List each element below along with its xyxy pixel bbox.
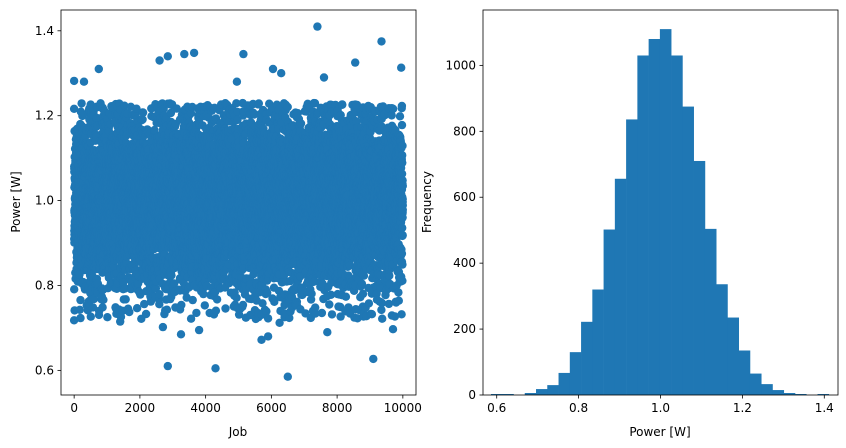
scatter-point [167,271,176,280]
scatter-point [141,309,151,319]
scatter-point [120,101,129,110]
scatter-point [69,104,79,114]
scatter-point [138,108,148,117]
scatter-point [177,300,186,310]
scatter-point [188,295,197,305]
scatter-points [69,22,407,381]
scatter-point [132,304,142,313]
scatter-point [211,306,221,315]
scatter-point [121,295,130,304]
scatter-point [192,308,201,318]
scatter-point [98,303,107,312]
scatter-point [155,300,164,309]
scatter-point [86,312,96,321]
scatter-point [212,295,222,304]
scatter-point [76,313,85,323]
scatter-point [162,305,172,314]
scatter-point [109,262,119,271]
scatter-point [70,285,79,294]
scatter-point [99,295,108,304]
scatter-point [221,304,230,313]
scatter-chart: 0 2000 4000 6000 8000 10000 0.60.81.01.21.4 J… [9,9,422,439]
scatter-point [76,295,85,305]
scatter-point [88,303,98,312]
scatter-point [77,99,86,108]
scatter-point [103,313,112,322]
scatter-point [75,305,85,314]
scatter-point [125,307,134,317]
scatter-point [232,293,241,302]
scatter-point [200,301,209,310]
